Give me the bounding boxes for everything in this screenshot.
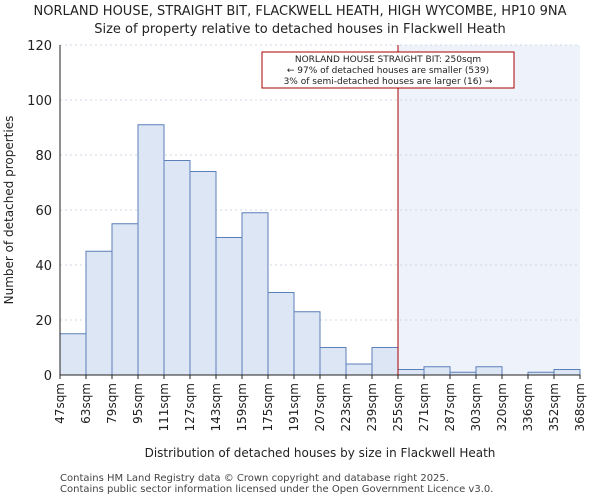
histogram-bar (189, 171, 217, 376)
histogram-bar (215, 237, 243, 376)
x-tick-label: 352sqm (547, 383, 561, 431)
histogram-bar (319, 347, 347, 376)
annotation-line-2: ← 97% of detached houses are smaller (53… (287, 66, 489, 76)
histogram-bar (163, 160, 191, 376)
x-tick-label: 239sqm (365, 383, 379, 431)
histogram-bar (137, 124, 165, 376)
x-tick-label: 191sqm (287, 383, 301, 431)
histogram-bar (553, 369, 581, 376)
footer-licence: Contains public sector information licen… (60, 484, 494, 495)
y-tick-label: 20 (35, 314, 52, 329)
footer-copyright: Contains HM Land Registry data © Crown c… (60, 473, 449, 484)
chart-subtitle: Size of property relative to detached ho… (94, 22, 506, 37)
x-tick-label: 320sqm (495, 383, 509, 431)
x-tick-label: 336sqm (521, 383, 535, 431)
highlight-region (398, 45, 580, 375)
x-tick-label: 255sqm (391, 383, 405, 431)
histogram-bar (59, 333, 87, 376)
histogram-bar (293, 311, 321, 376)
y-tick-label: 0 (44, 369, 52, 384)
x-tick-label: 111sqm (157, 383, 171, 431)
annotation-line-1: NORLAND HOUSE STRAIGHT BIT: 250sqm (295, 55, 481, 65)
y-tick-label: 120 (27, 39, 52, 54)
x-axis-label: Distribution of detached houses by size … (145, 446, 496, 460)
y-tick-label: 100 (27, 94, 52, 109)
histogram-bar (397, 369, 425, 376)
histogram-bar (345, 363, 373, 376)
x-tick-label: 207sqm (313, 383, 327, 431)
x-tick-label: 63sqm (79, 383, 93, 424)
x-tick-label: 143sqm (209, 383, 223, 431)
y-tick-label: 80 (35, 149, 52, 164)
histogram-bar (85, 250, 113, 376)
annotation-line-3: 3% of semi-detached houses are larger (1… (284, 77, 493, 87)
y-tick-label: 40 (35, 259, 52, 274)
histogram-bar (423, 366, 451, 376)
histogram-bar (371, 347, 399, 376)
x-tick-label: 175sqm (261, 383, 275, 431)
histogram-bar (111, 223, 139, 376)
x-tick-label: 223sqm (339, 383, 353, 431)
annotation-box: NORLAND HOUSE STRAIGHT BIT: 250sqm ← 97%… (261, 51, 515, 89)
x-tick-label: 368sqm (573, 383, 587, 431)
histogram-bar (241, 212, 269, 376)
x-tick-label: 127sqm (183, 383, 197, 431)
x-tick-label: 271sqm (417, 383, 431, 431)
x-tick-label: 159sqm (235, 383, 249, 431)
x-tick-label: 303sqm (469, 383, 483, 431)
x-tick-label: 287sqm (443, 383, 457, 431)
x-tick-label: 79sqm (105, 383, 119, 424)
y-axis-label: Number of detached properties (2, 116, 16, 305)
x-tick-label: 95sqm (131, 383, 145, 424)
x-tick-label: 47sqm (53, 383, 67, 424)
histogram-bar (475, 366, 503, 376)
annotation-border (261, 51, 515, 89)
histogram-bar (267, 292, 295, 376)
y-tick-label: 60 (35, 204, 52, 219)
chart-title: NORLAND HOUSE, STRAIGHT BIT, FLACKWELL H… (33, 4, 567, 19)
